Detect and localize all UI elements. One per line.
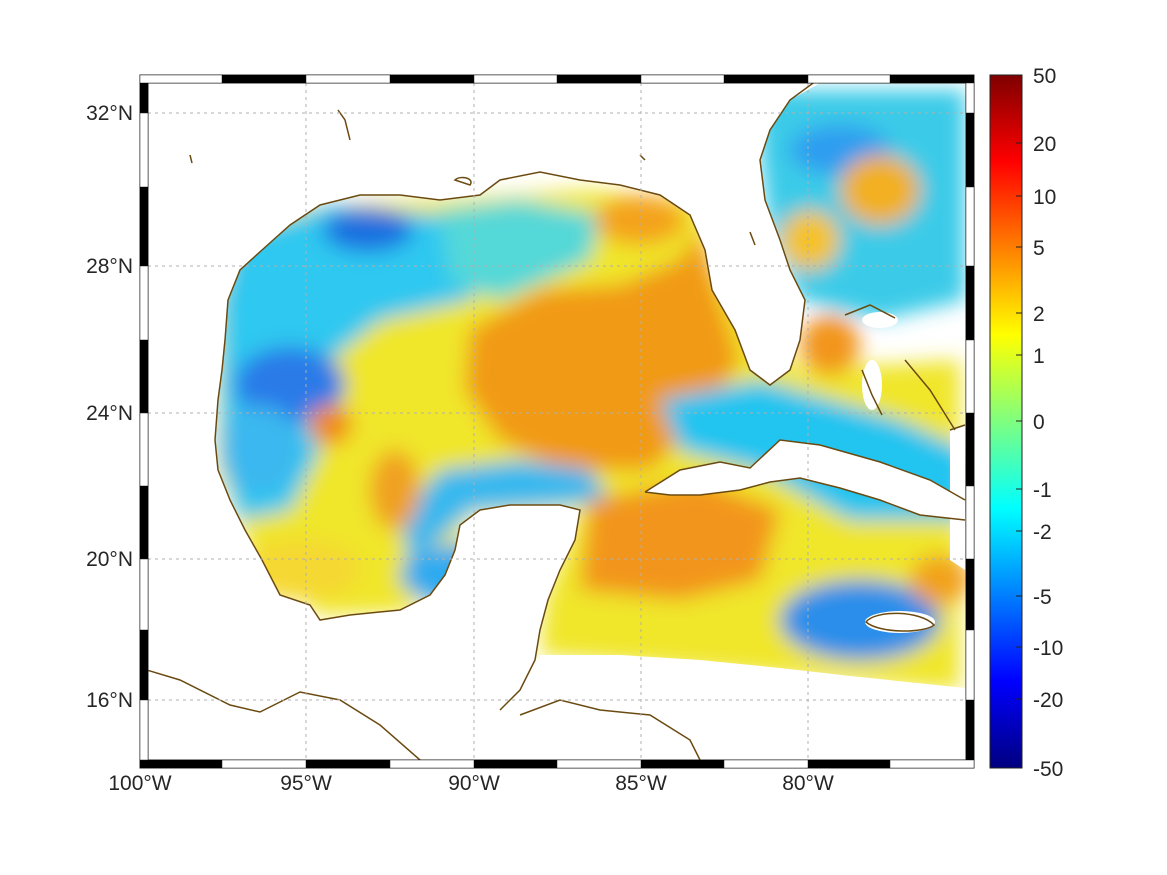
lat-tick-label: 16°N (86, 689, 133, 712)
colorbar: 50 20 10 5 2 1 0 -1 -2 -5 -10 -20 -50 (989, 65, 1063, 781)
map-frame (139, 74, 975, 769)
ocean-field (148, 83, 966, 760)
colorbar-tick-label: -5 (1033, 586, 1052, 609)
coastline (148, 83, 966, 760)
colorbar-tick-label: -20 (1033, 689, 1063, 712)
colorbar-tick-label: -1 (1033, 479, 1052, 502)
colorbar-tick-label: 10 (1033, 186, 1056, 209)
lat-tick-label: 32°N (86, 102, 133, 125)
lon-tick-label: 85°W (615, 772, 667, 795)
colorbar-tick-label: 20 (1033, 133, 1056, 156)
colorbar-tick-label: 0 (1033, 411, 1045, 434)
grid-lines (148, 83, 966, 760)
lon-tick-label: 90°W (448, 772, 500, 795)
lon-tick-label: 95°W (280, 772, 332, 795)
colorbar-tick-label: 2 (1033, 303, 1045, 326)
colorbar-tick-label: -2 (1033, 521, 1052, 544)
colorbar-tick-label: -50 (1033, 758, 1063, 781)
lat-tick-label: 28°N (86, 255, 133, 278)
lat-tick-label: 20°N (86, 548, 133, 571)
lat-tick-label: 24°N (86, 402, 133, 425)
colorbar-tick-label: -10 (1033, 637, 1063, 660)
longitude-tick-labels: 100°W 95°W 90°W 85°W 80°W (108, 772, 834, 795)
colorbar-tick-label: 1 (1033, 345, 1045, 368)
colorbar-tick-label: 5 (1033, 237, 1045, 260)
latitude-tick-labels: 32°N 28°N 24°N 20°N 16°N (86, 102, 133, 712)
lon-tick-label: 80°W (782, 772, 834, 795)
lon-tick-label: 100°W (108, 772, 171, 795)
colorbar-tick-label: 50 (1033, 65, 1056, 88)
